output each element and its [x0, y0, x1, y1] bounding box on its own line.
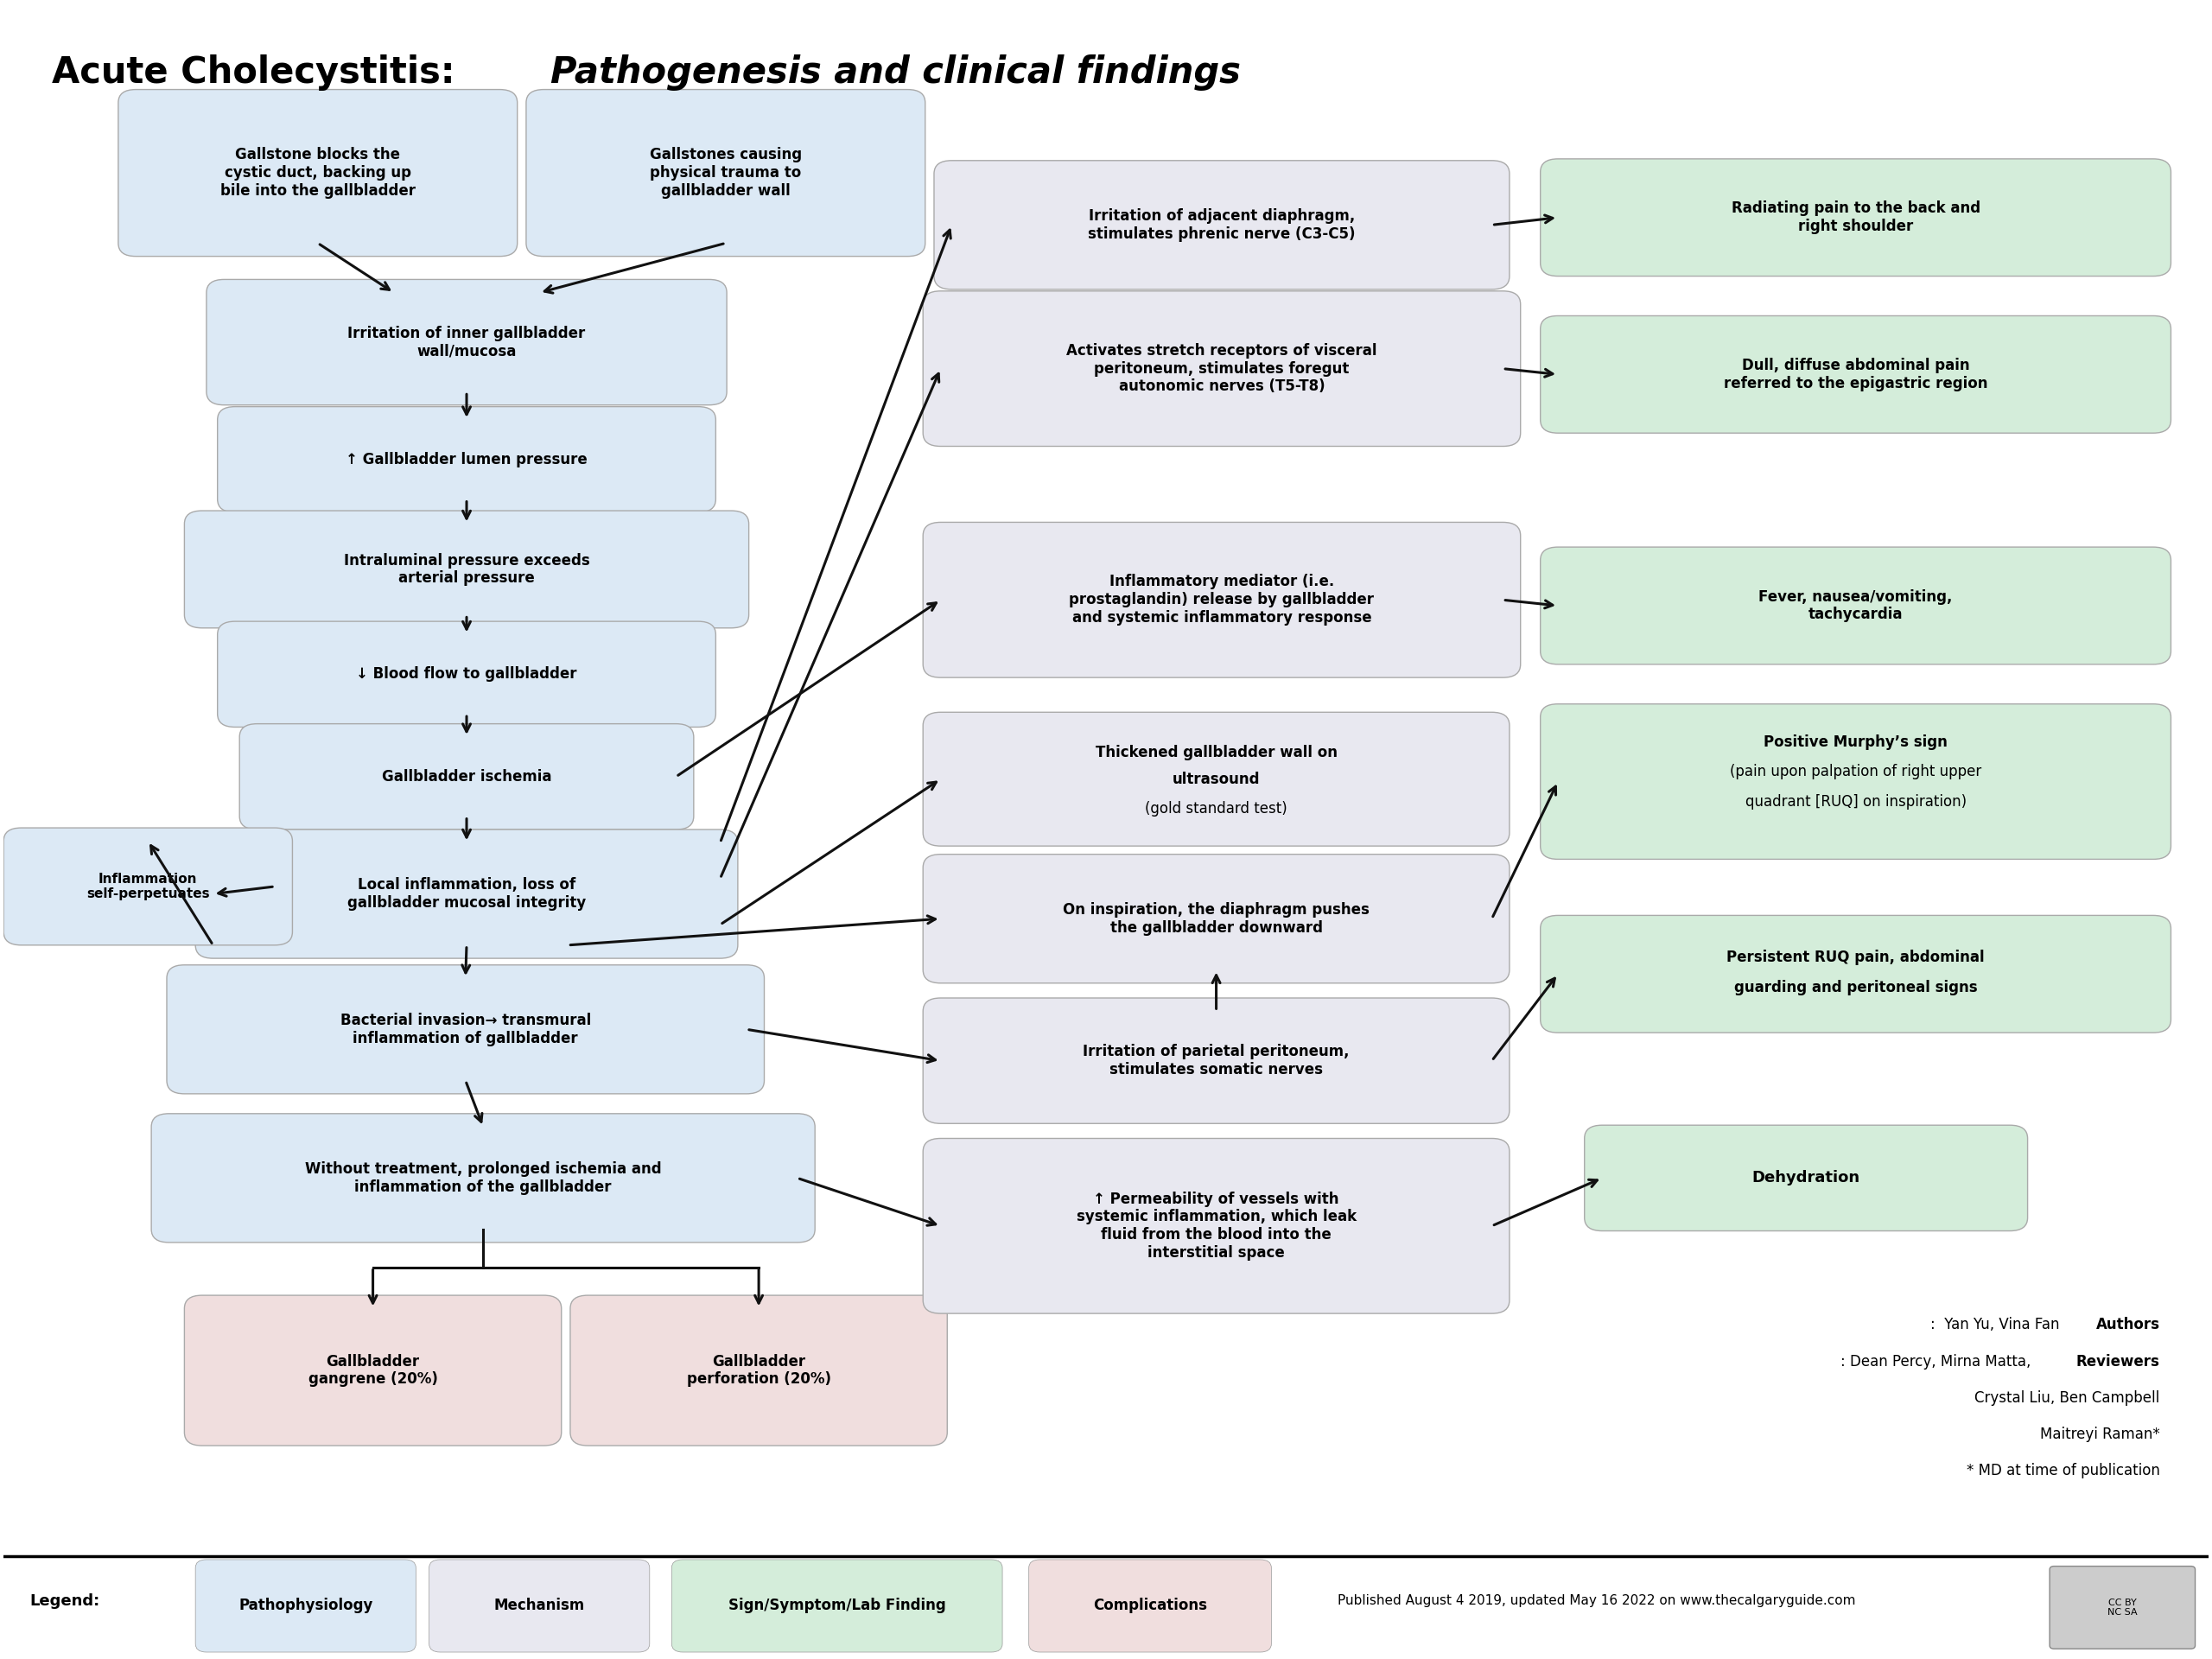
Text: Legend:: Legend:	[31, 1593, 100, 1609]
FancyBboxPatch shape	[922, 712, 1509, 846]
Text: guarding and peritoneal signs: guarding and peritoneal signs	[1734, 979, 1978, 995]
FancyBboxPatch shape	[239, 723, 695, 830]
Text: Positive Murphy’s sign: Positive Murphy’s sign	[1763, 735, 1947, 750]
FancyBboxPatch shape	[195, 1559, 416, 1652]
Text: Activates stretch receptors of visceral
peritoneum, stimulates foregut
autonomic: Activates stretch receptors of visceral …	[1066, 343, 1378, 395]
Text: Gallbladder ischemia: Gallbladder ischemia	[383, 768, 551, 785]
FancyBboxPatch shape	[672, 1559, 1002, 1652]
FancyBboxPatch shape	[526, 90, 925, 257]
Text: Local inflammation, loss of
gallbladder mucosal integrity: Local inflammation, loss of gallbladder …	[347, 878, 586, 911]
Text: ultrasound: ultrasound	[1172, 771, 1261, 786]
FancyBboxPatch shape	[571, 1296, 947, 1445]
FancyBboxPatch shape	[1540, 703, 2170, 859]
FancyBboxPatch shape	[166, 966, 765, 1093]
FancyBboxPatch shape	[117, 90, 518, 257]
FancyBboxPatch shape	[922, 854, 1509, 984]
Text: Sign/Symptom/Lab Finding: Sign/Symptom/Lab Finding	[728, 1598, 947, 1614]
FancyBboxPatch shape	[922, 1138, 1509, 1314]
Text: * MD at time of publication: * MD at time of publication	[1966, 1463, 2159, 1478]
Text: Crystal Liu, Ben Campbell: Crystal Liu, Ben Campbell	[1975, 1390, 2159, 1405]
Text: Gallstones causing
physical trauma to
gallbladder wall: Gallstones causing physical trauma to ga…	[650, 148, 801, 199]
FancyBboxPatch shape	[1540, 159, 2170, 275]
Text: CC BY
NC SA: CC BY NC SA	[2108, 1598, 2137, 1618]
FancyBboxPatch shape	[184, 1296, 562, 1445]
Text: : Dean Percy, Mirna Matta,: : Dean Percy, Mirna Matta,	[1840, 1354, 2031, 1369]
FancyBboxPatch shape	[429, 1559, 650, 1652]
Text: Inflammatory mediator (i.e.
prostaglandin) release by gallbladder
and systemic i: Inflammatory mediator (i.e. prostaglandi…	[1068, 574, 1374, 625]
Text: Persistent RUQ pain, abdominal: Persistent RUQ pain, abdominal	[1728, 949, 1984, 966]
Text: ↑ Permeability of vessels with
systemic inflammation, which leak
fluid from the : ↑ Permeability of vessels with systemic …	[1077, 1191, 1356, 1261]
FancyBboxPatch shape	[1540, 547, 2170, 664]
Text: Reviewers: Reviewers	[2077, 1354, 2159, 1369]
Text: Authors: Authors	[2097, 1317, 2159, 1332]
FancyBboxPatch shape	[2051, 1566, 2194, 1649]
FancyBboxPatch shape	[1029, 1559, 1272, 1652]
Text: Thickened gallbladder wall on: Thickened gallbladder wall on	[1095, 745, 1338, 760]
Text: :  Yan Yu, Vina Fan: : Yan Yu, Vina Fan	[1931, 1317, 2059, 1332]
Text: Irritation of adjacent diaphragm,
stimulates phrenic nerve (C3-C5): Irritation of adjacent diaphragm, stimul…	[1088, 207, 1356, 242]
Text: (gold standard test): (gold standard test)	[1146, 801, 1287, 816]
Text: Fever, nausea/vomiting,
tachycardia: Fever, nausea/vomiting, tachycardia	[1759, 589, 1953, 622]
Text: Acute Cholecystitis:: Acute Cholecystitis:	[53, 55, 467, 91]
FancyBboxPatch shape	[184, 511, 750, 629]
Text: Without treatment, prolonged ischemia and
inflammation of the gallbladder: Without treatment, prolonged ischemia an…	[305, 1161, 661, 1194]
Text: Published August 4 2019, updated May 16 2022 on www.thecalgaryguide.com: Published August 4 2019, updated May 16 …	[1338, 1594, 1856, 1608]
Text: quadrant [RUQ] on inspiration): quadrant [RUQ] on inspiration)	[1745, 793, 1966, 810]
FancyBboxPatch shape	[195, 830, 739, 959]
Text: Gallbladder
gangrene (20%): Gallbladder gangrene (20%)	[307, 1354, 438, 1387]
FancyBboxPatch shape	[933, 161, 1509, 289]
FancyBboxPatch shape	[217, 406, 717, 513]
Text: Bacterial invasion→ transmural
inflammation of gallbladder: Bacterial invasion→ transmural inflammat…	[341, 1012, 591, 1047]
FancyBboxPatch shape	[217, 622, 717, 727]
Text: Pathogenesis and clinical findings: Pathogenesis and clinical findings	[551, 55, 1241, 91]
FancyBboxPatch shape	[922, 290, 1520, 446]
FancyBboxPatch shape	[1584, 1125, 2028, 1231]
FancyBboxPatch shape	[150, 1113, 814, 1243]
Text: Gallbladder
perforation (20%): Gallbladder perforation (20%)	[686, 1354, 832, 1387]
FancyBboxPatch shape	[922, 523, 1520, 677]
Text: Complications: Complications	[1093, 1598, 1208, 1614]
Text: Dull, diffuse abdominal pain
referred to the epigastric region: Dull, diffuse abdominal pain referred to…	[1723, 358, 1989, 392]
FancyBboxPatch shape	[206, 279, 728, 405]
Text: Irritation of inner gallbladder
wall/mucosa: Irritation of inner gallbladder wall/muc…	[347, 325, 586, 358]
FancyBboxPatch shape	[1540, 916, 2170, 1032]
FancyBboxPatch shape	[4, 828, 292, 946]
Text: Intraluminal pressure exceeds
arterial pressure: Intraluminal pressure exceeds arterial p…	[343, 552, 591, 586]
Text: Gallstone blocks the
cystic duct, backing up
bile into the gallbladder: Gallstone blocks the cystic duct, backin…	[221, 148, 416, 199]
Text: ↑ Gallbladder lumen pressure: ↑ Gallbladder lumen pressure	[345, 451, 588, 468]
Text: Mechanism: Mechanism	[493, 1598, 584, 1614]
FancyBboxPatch shape	[1540, 315, 2170, 433]
Text: On inspiration, the diaphragm pushes
the gallbladder downward: On inspiration, the diaphragm pushes the…	[1064, 902, 1369, 936]
Text: ↓ Blood flow to gallbladder: ↓ Blood flow to gallbladder	[356, 667, 577, 682]
Text: Inflammation
self-perpetuates: Inflammation self-perpetuates	[86, 873, 210, 901]
Text: Irritation of parietal peritoneum,
stimulates somatic nerves: Irritation of parietal peritoneum, stimu…	[1084, 1044, 1349, 1077]
Text: Radiating pain to the back and
right shoulder: Radiating pain to the back and right sho…	[1732, 201, 1980, 234]
Text: (pain upon palpation of right upper: (pain upon palpation of right upper	[1730, 763, 1982, 780]
Text: Maitreyi Raman*: Maitreyi Raman*	[2039, 1427, 2159, 1442]
Text: Pathophysiology: Pathophysiology	[239, 1598, 374, 1614]
Text: Dehydration: Dehydration	[1752, 1170, 1860, 1186]
FancyBboxPatch shape	[922, 999, 1509, 1123]
